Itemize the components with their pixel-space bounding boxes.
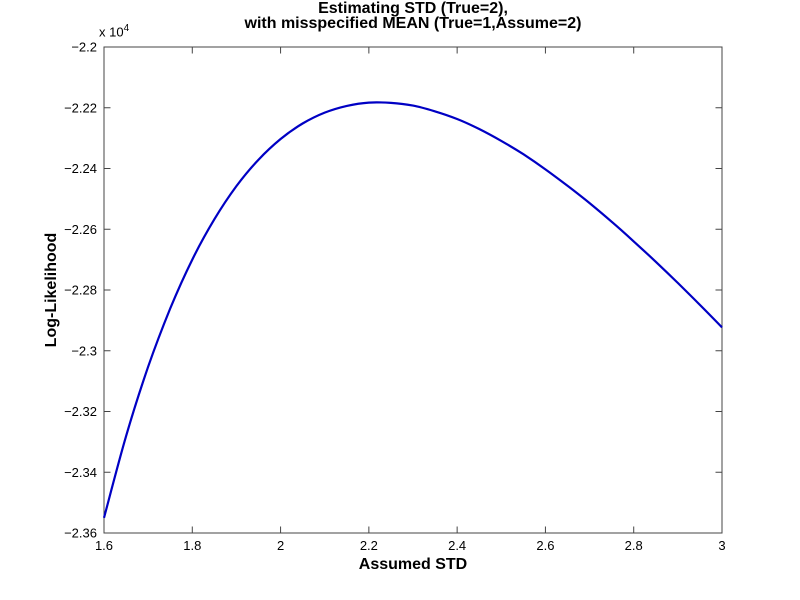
chart-title: Estimating STD (True=2), with misspecifi… — [104, 0, 722, 32]
x-tick-label: 3 — [718, 538, 725, 553]
x-tick-label: 2 — [277, 538, 284, 553]
y-tick-label: −2.24 — [64, 161, 97, 176]
x-tick-label: 2.8 — [625, 538, 643, 553]
x-tick-label: 2.2 — [360, 538, 378, 553]
y-axis-exponent-power: 4 — [123, 23, 130, 34]
y-tick-label: −2.2 — [71, 40, 97, 55]
x-tick-label: 2.6 — [536, 538, 554, 553]
y-tick-label: −2.28 — [64, 283, 97, 298]
x-axis-label: Assumed STD — [358, 556, 468, 573]
chart-title-line1: Estimating STD (True=2), — [318, 0, 508, 17]
y-axis-exponent: x 104 — [99, 23, 129, 39]
x-tick-label: 2.4 — [448, 538, 466, 553]
log-likelihood-curve — [102, 101, 723, 519]
y-tick-label: −2.36 — [64, 526, 97, 541]
y-axis-exponent-base: x 10 — [99, 24, 124, 40]
x-tick-label: 1.8 — [183, 538, 201, 553]
y-tick-label: −2.34 — [64, 465, 97, 480]
y-tick-label: −2.32 — [64, 404, 97, 419]
x-tick-label: 1.6 — [95, 538, 113, 553]
chart-title-line2: with misspecified MEAN (True=1,Assume=2) — [244, 15, 582, 32]
y-axis-label: Log-Likelihood — [43, 232, 60, 348]
y-tick-label: −2.3 — [71, 343, 97, 358]
y-tick-label: −2.26 — [64, 222, 97, 237]
y-tick-label: −2.22 — [64, 100, 97, 115]
plot-box — [103, 46, 723, 534]
